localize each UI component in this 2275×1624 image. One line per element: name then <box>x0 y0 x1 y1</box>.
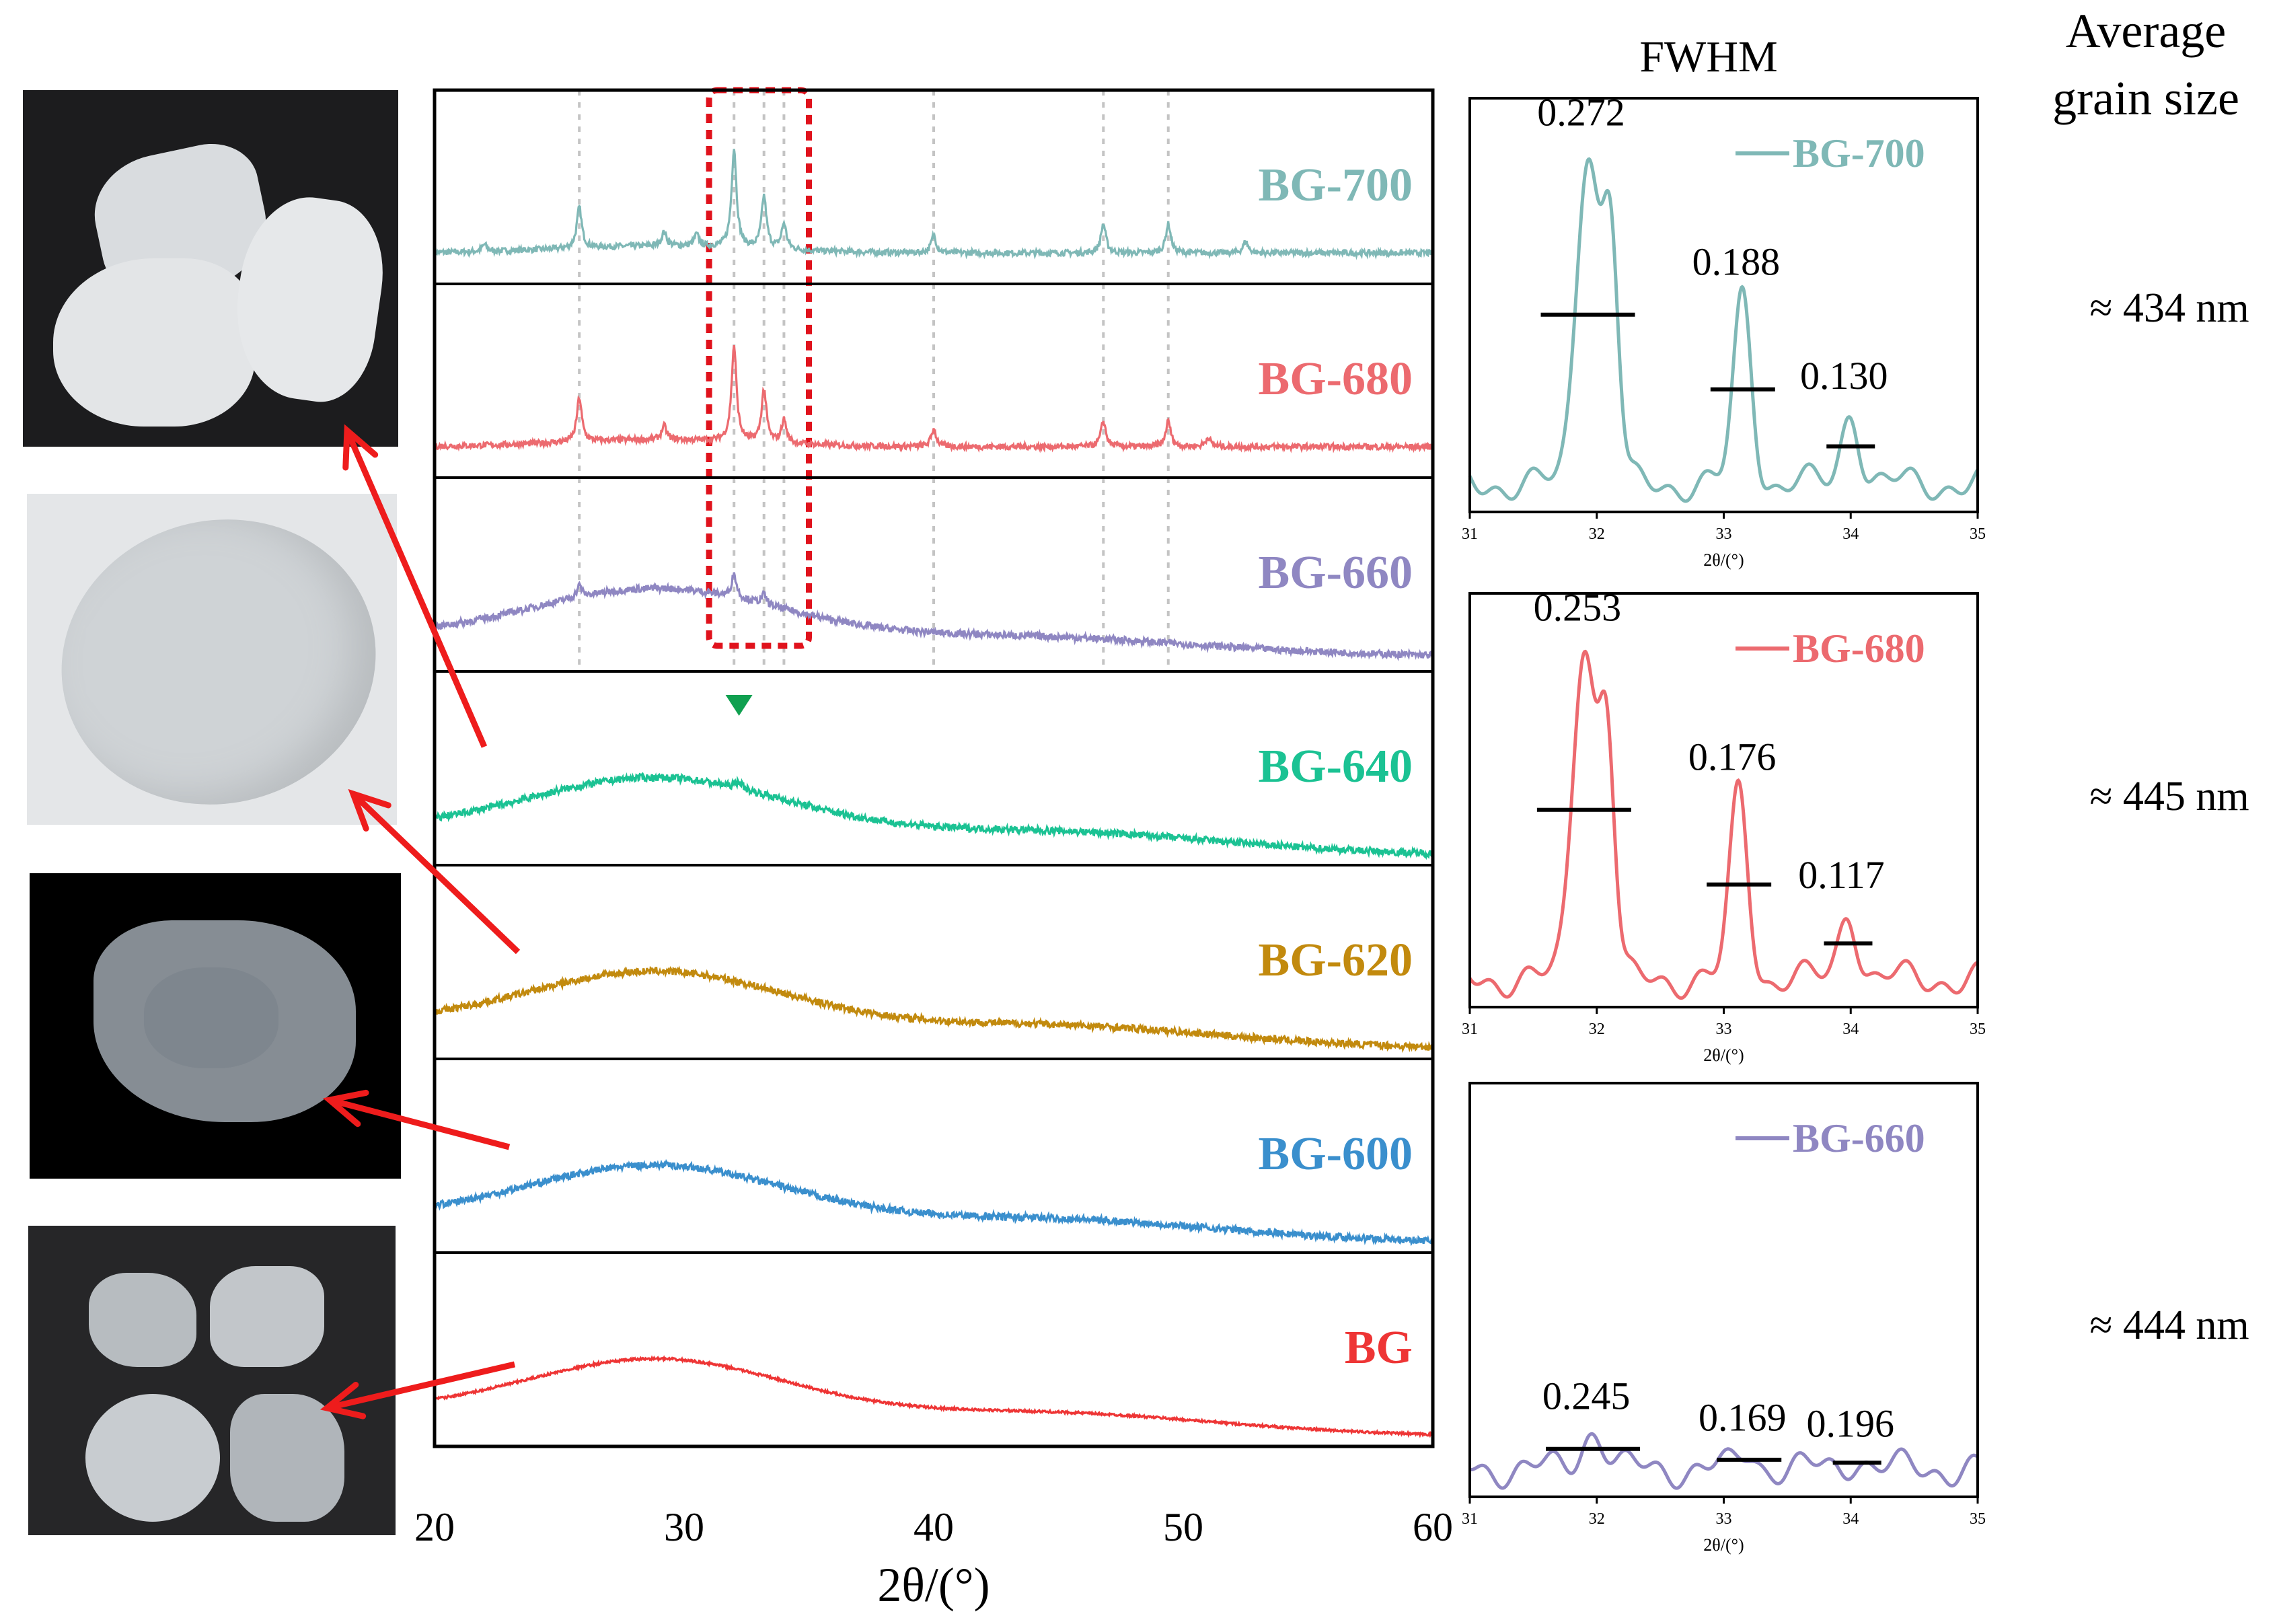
crystal-shape <box>85 1394 220 1522</box>
xrd-trace-bg-600 <box>433 1158 1434 1247</box>
arrow <box>342 424 488 748</box>
xrd-trace-bg-700 <box>433 149 1433 260</box>
arrow-shaft <box>344 429 488 748</box>
trace-label-bg-600: BG-600 <box>1259 1128 1413 1180</box>
x-tick-label: 32 <box>1589 525 1605 543</box>
x-tick-label: 32 <box>1589 1510 1605 1528</box>
x-tick-label: 35 <box>1970 1510 1986 1528</box>
arrow-head <box>320 1381 367 1419</box>
trace-label-bg-680: BG-680 <box>1259 353 1413 405</box>
arrow <box>322 1089 511 1150</box>
xrd-trace-bg-680 <box>433 344 1434 453</box>
fwhm-trace <box>1468 157 1980 503</box>
grain-size-700: ≈ 434 nm <box>2089 285 2249 331</box>
arrow-head <box>342 424 379 471</box>
x-axis-title: 2θ/(°) <box>877 1558 990 1612</box>
x-tick-label: 35 <box>1970 1021 1986 1038</box>
arrow-head <box>322 1089 369 1128</box>
crystal-shape <box>210 1266 324 1367</box>
x-tick-label: 30 <box>664 1505 704 1549</box>
main-chart-frame <box>433 88 1435 1448</box>
x-tick-label: 20 <box>414 1505 455 1549</box>
arrow-shaft <box>328 1097 511 1150</box>
x-tick-label: 40 <box>913 1505 954 1549</box>
main-chart-traces <box>433 149 1434 1438</box>
main-chart-border <box>433 88 1435 1448</box>
fwhm-value: 0.169 <box>1699 1396 1787 1440</box>
arrow <box>348 788 521 955</box>
x-tick-label: 31 <box>1462 1510 1478 1528</box>
x-axis-title: 2θ/(°) <box>1703 1045 1744 1065</box>
fwhm-value: 0.245 <box>1542 1374 1631 1418</box>
legend-label: BG-700 <box>1793 131 1925 176</box>
fwhm-value: 0.176 <box>1688 735 1777 779</box>
x-tick-label: 60 <box>1413 1505 1453 1549</box>
highlight-box <box>706 87 812 649</box>
x-tick-label: 33 <box>1716 1510 1732 1528</box>
fwhm-panel-bg-660: 0.245 0.169 0.196 BG-660 31 32 33 34 35 2θ/(°) <box>1462 1082 1986 1555</box>
legend-label: BG-660 <box>1793 1116 1925 1160</box>
trace-label-bg-620: BG-620 <box>1259 934 1413 986</box>
arrow-shaft <box>326 1361 516 1411</box>
x-tick-label: 32 <box>1589 1021 1605 1038</box>
main-chart-text: BG-700 BG-680 BG-660 BG-640 BG-620 BG-600 BG 20… <box>414 159 1453 1612</box>
sample-photo-3 <box>30 873 401 1179</box>
fwhm-heading: FWHM <box>1639 32 1777 81</box>
trace-label-bg-640: BG-640 <box>1259 741 1413 792</box>
x-tick-label: 35 <box>1970 525 1986 543</box>
grain-heading-line2: grain size <box>2052 71 2239 125</box>
x-tick-label: 31 <box>1462 1021 1478 1038</box>
crystal-shape <box>144 967 278 1068</box>
fwhm-value: 0.196 <box>1806 1401 1894 1445</box>
arrow-head <box>348 788 391 832</box>
fwhm-trace <box>1469 1432 1979 1490</box>
x-tick-label: 50 <box>1163 1505 1203 1549</box>
xrd-trace-bg-660 <box>433 572 1434 661</box>
crystal-shape <box>230 1394 344 1522</box>
x-tick-label: 34 <box>1842 1510 1859 1528</box>
x-tick-label: 34 <box>1842 1021 1859 1038</box>
xrd-trace-bg-620 <box>433 965 1434 1054</box>
fwhm-value: 0.117 <box>1798 853 1884 897</box>
grain-size-660: ≈ 444 nm <box>2089 1302 2249 1348</box>
x-tick-label: 33 <box>1716 525 1732 543</box>
x-axis-title: 2θ/(°) <box>1703 550 1744 570</box>
grain-size-680: ≈ 445 nm <box>2089 774 2249 819</box>
grain-heading-line1: Average <box>2066 4 2227 58</box>
arrow-shaft <box>350 791 521 955</box>
xrd-trace-bg-640 <box>433 772 1434 860</box>
trace-label-bg-660: BG-660 <box>1259 547 1413 599</box>
crystallization-marker <box>725 695 753 716</box>
sample-photo-1 <box>23 90 398 447</box>
crystal-shape <box>53 258 255 427</box>
sample-photo-2 <box>27 484 408 840</box>
fwhm-value: 0.188 <box>1692 240 1781 284</box>
fwhm-trace <box>1468 649 1979 1000</box>
sample-photo-4 <box>28 1226 396 1535</box>
x-tick-label: 33 <box>1716 1021 1732 1038</box>
xrd-trace-bg <box>434 1355 1434 1438</box>
fwhm-value: 0.130 <box>1800 354 1888 398</box>
photo-arrows <box>320 424 521 1419</box>
trace-label-bg-700: BG-700 <box>1259 159 1413 211</box>
x-axis-title: 2θ/(°) <box>1703 1535 1744 1555</box>
crystal-shape <box>89 1273 196 1367</box>
x-tick-label: 31 <box>1462 525 1478 543</box>
trace-label-bg: BG <box>1345 1322 1413 1374</box>
x-tick-label: 34 <box>1842 525 1859 543</box>
arrow <box>320 1361 516 1419</box>
legend-label: BG-680 <box>1793 626 1925 671</box>
